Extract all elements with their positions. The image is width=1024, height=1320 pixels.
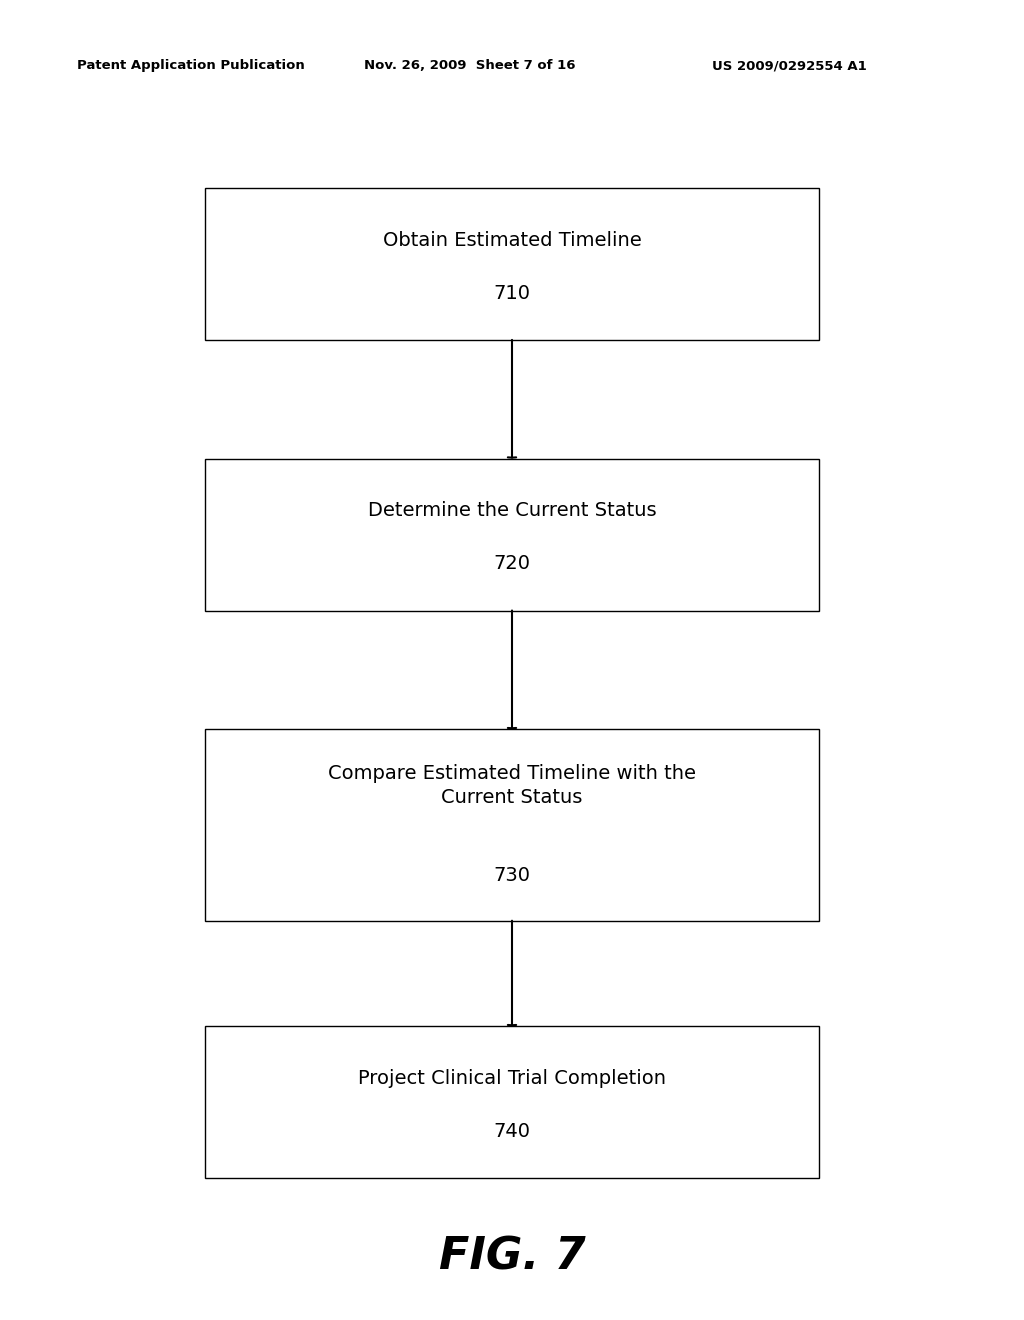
- Text: Nov. 26, 2009  Sheet 7 of 16: Nov. 26, 2009 Sheet 7 of 16: [364, 59, 575, 73]
- Text: 720: 720: [494, 554, 530, 573]
- Bar: [205, 187, 819, 339]
- Text: 710: 710: [494, 284, 530, 302]
- Text: 730: 730: [494, 866, 530, 884]
- Text: Project Clinical Trial Completion: Project Clinical Trial Completion: [358, 1069, 666, 1088]
- Text: 740: 740: [494, 1122, 530, 1140]
- Text: Patent Application Publication: Patent Application Publication: [77, 59, 304, 73]
- Text: FIG. 7: FIG. 7: [438, 1236, 586, 1278]
- Bar: [205, 459, 819, 610]
- Bar: [205, 729, 819, 921]
- Text: Determine the Current Status: Determine the Current Status: [368, 502, 656, 520]
- Text: Obtain Estimated Timeline: Obtain Estimated Timeline: [383, 231, 641, 249]
- Bar: [205, 1027, 819, 1177]
- Text: Compare Estimated Timeline with the
Current Status: Compare Estimated Timeline with the Curr…: [328, 764, 696, 807]
- Text: US 2009/0292554 A1: US 2009/0292554 A1: [712, 59, 866, 73]
